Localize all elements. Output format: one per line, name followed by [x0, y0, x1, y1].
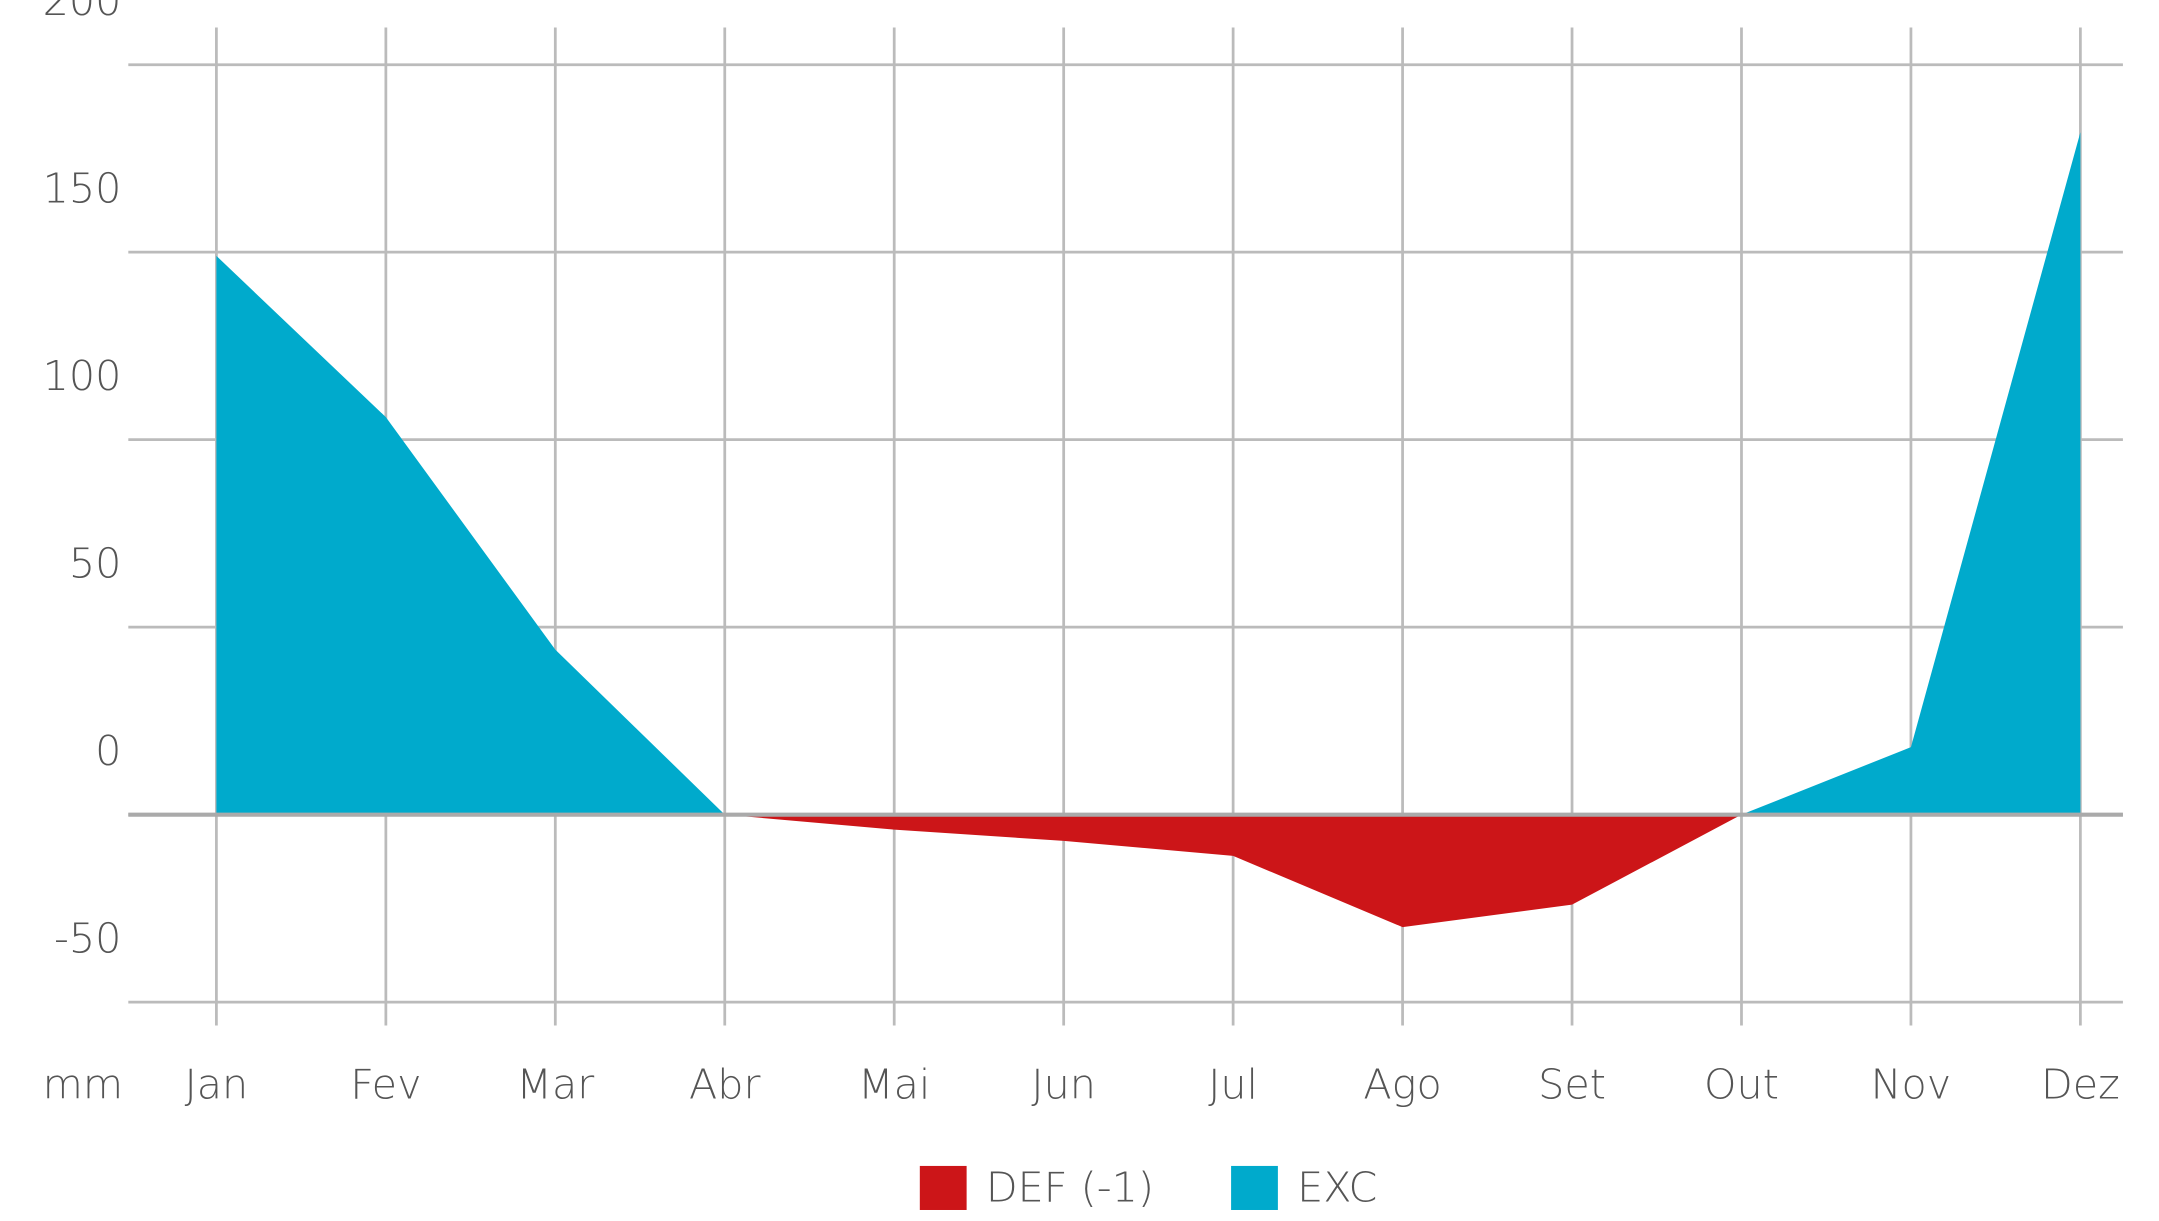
x-tick-label: Nov — [1871, 1060, 1952, 1108]
x-tick-label: Jan — [185, 1060, 249, 1108]
area — [216, 132, 2081, 815]
x-tick-label: Out — [1704, 1060, 1779, 1108]
x-tick-label: Mai — [858, 1060, 930, 1108]
legend-label: DEF (-1) — [986, 1164, 1154, 1212]
x-tick-label: Jul — [1208, 1060, 1258, 1108]
legend-swatch — [919, 1165, 967, 1210]
x-tick-label: Fev — [350, 1060, 421, 1108]
x-tick-label: Ago — [1363, 1060, 1441, 1108]
y-axis-label: mm — [43, 1060, 123, 1108]
area — [216, 814, 2081, 928]
legend-label: EXC — [1297, 1164, 1377, 1212]
legend-swatch — [1231, 1165, 1278, 1210]
y-tick-label: 0 — [95, 727, 121, 775]
y-tick-label: -50 — [54, 915, 121, 963]
y-tick-label: 200 — [43, 0, 122, 25]
x-tick-label: Dez — [2041, 1060, 2120, 1108]
x-tick-label: Mar — [516, 1060, 594, 1108]
x-tick-label: Jun — [1031, 1060, 1096, 1108]
y-tick-label: 50 — [69, 540, 122, 588]
x-tick-label: Abr — [689, 1060, 760, 1108]
y-tick-label: 150 — [43, 165, 122, 213]
y-tick-label: 100 — [43, 352, 122, 400]
x-tick-label: Set — [1538, 1060, 1606, 1108]
